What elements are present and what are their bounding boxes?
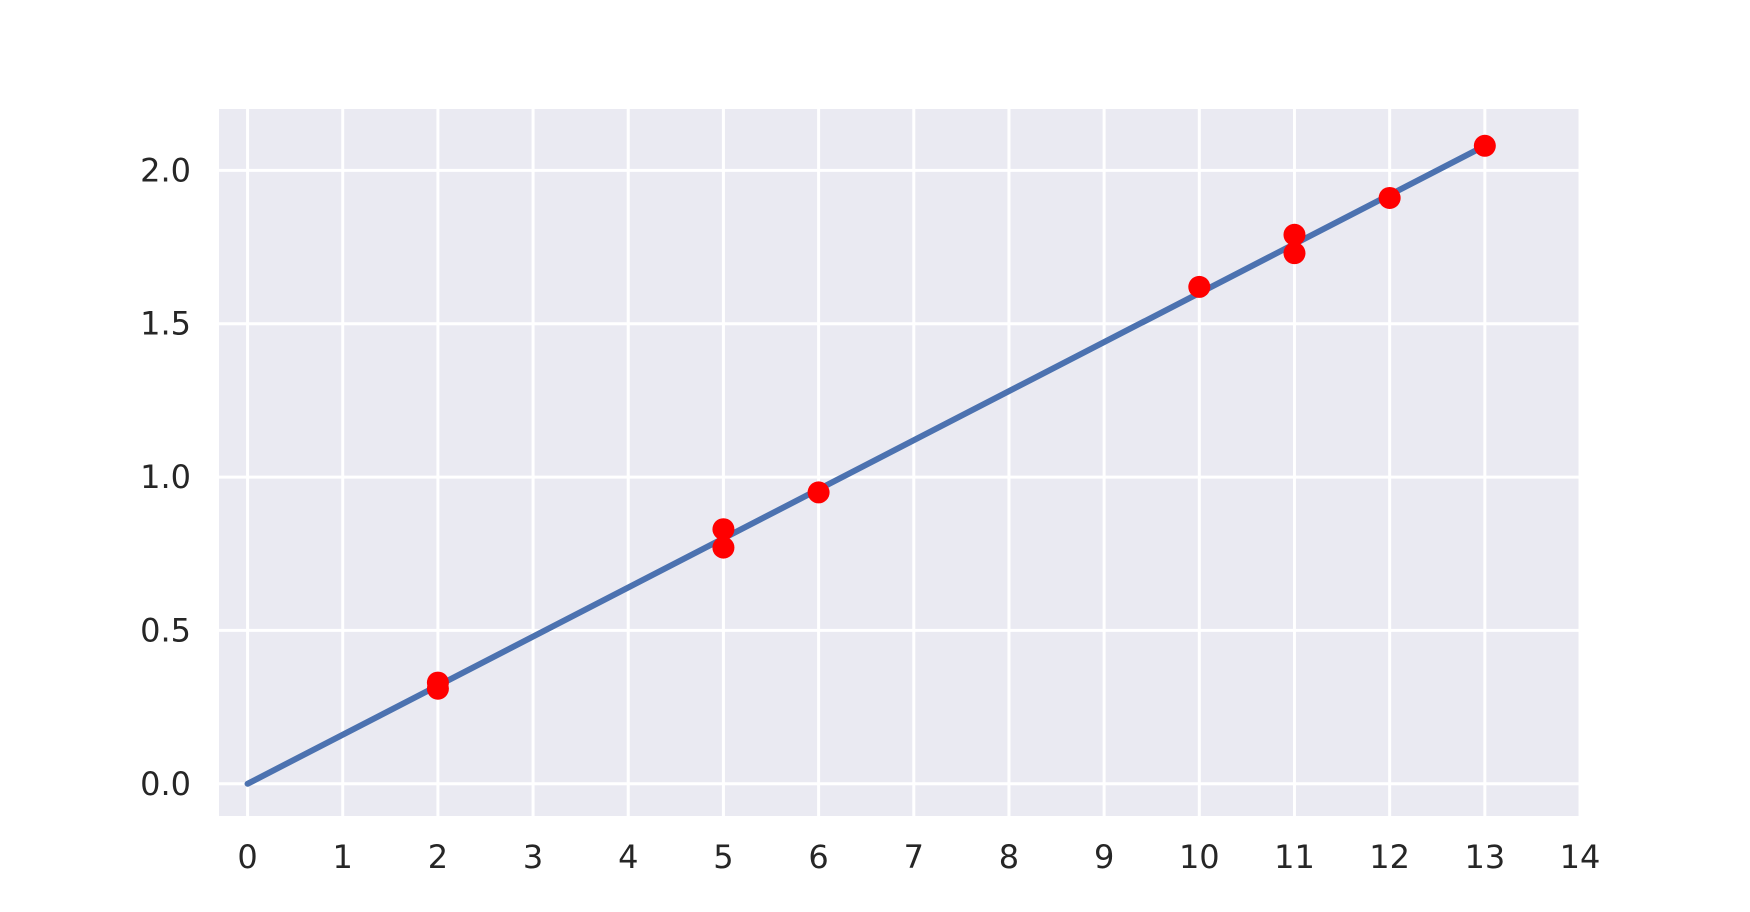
y-tick-label: 1.5	[140, 305, 191, 343]
x-tick-label: 13	[1464, 838, 1505, 876]
x-tick-label: 3	[523, 838, 543, 876]
scatter-point	[1473, 134, 1496, 157]
y-axis-ticks: 0.0 0.5 1.0 1.5 2.0	[140, 151, 191, 802]
x-tick-label: 1	[333, 838, 353, 876]
scatter-point	[712, 518, 735, 541]
scatter-point	[1283, 223, 1306, 246]
y-tick-label: 2.0	[140, 151, 191, 189]
y-tick-label: 1.0	[140, 458, 191, 496]
scatter-point	[426, 677, 449, 700]
scatter-point	[1283, 242, 1306, 265]
x-tick-label: 0	[237, 838, 257, 876]
x-tick-label: 6	[808, 838, 828, 876]
fit-line	[244, 142, 1488, 787]
scatter-point	[712, 536, 735, 559]
x-tick-label: 2	[428, 838, 448, 876]
x-tick-label: 11	[1274, 838, 1315, 876]
x-tick-label: 8	[999, 838, 1019, 876]
y-tick-label: 0.0	[140, 765, 191, 803]
scatter-points	[426, 134, 1496, 700]
x-tick-label: 12	[1369, 838, 1410, 876]
y-tick-label: 0.5	[140, 611, 191, 649]
scatter-point	[807, 481, 830, 504]
x-tick-label: 7	[904, 838, 924, 876]
x-tick-label: 14	[1560, 838, 1601, 876]
scatter-point	[1378, 186, 1401, 209]
x-tick-label: 5	[713, 838, 733, 876]
fit-line-layer	[244, 142, 1488, 787]
scatter-point	[1188, 275, 1211, 298]
x-tick-label: 10	[1179, 838, 1220, 876]
plot-background	[219, 109, 1580, 816]
x-tick-label: 4	[618, 838, 638, 876]
x-axis-ticks: 0 1 2 3 4 5 6 7 8 9 10 11 12 13 14	[237, 838, 1600, 876]
x-tick-label: 9	[1094, 838, 1114, 876]
